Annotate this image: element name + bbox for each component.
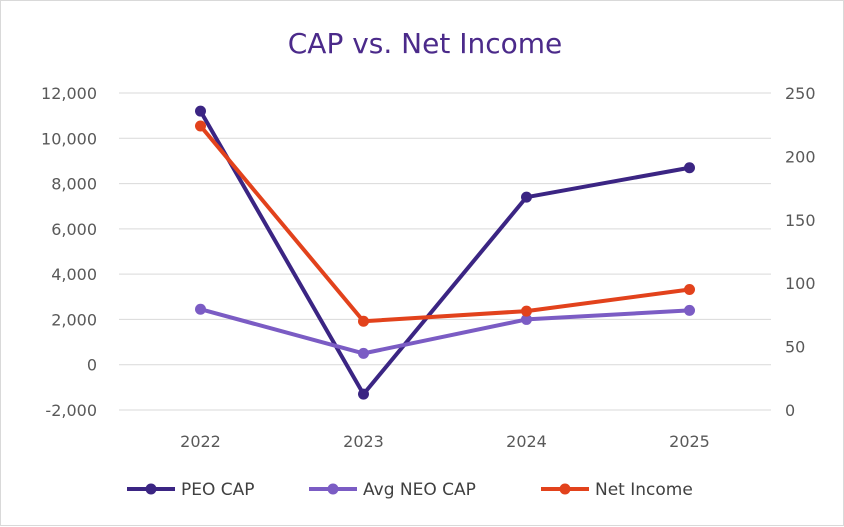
data-point-peo-cap bbox=[358, 388, 369, 400]
y-left-tick-label: 12,000 bbox=[41, 84, 97, 103]
x-axis: 2022 2023 2024 2025 bbox=[180, 432, 710, 451]
y-left-tick-label: 10,000 bbox=[41, 129, 97, 148]
data-point-avg-neo-cap bbox=[358, 347, 369, 359]
legend-swatch-marker bbox=[559, 483, 571, 495]
x-tick-label: 2024 bbox=[506, 432, 547, 451]
x-tick-label: 2022 bbox=[180, 432, 221, 451]
data-point-net-income bbox=[684, 284, 695, 296]
legend-swatch-marker bbox=[327, 483, 339, 495]
legend: PEO CAP Avg NEO CAP Net Income bbox=[127, 480, 693, 500]
chart-title: CAP vs. Net Income bbox=[288, 27, 563, 60]
data-point-peo-cap bbox=[521, 191, 532, 203]
data-point-net-income bbox=[521, 305, 532, 317]
data-point-avg-neo-cap bbox=[521, 313, 532, 325]
series-line-net-income bbox=[198, 124, 690, 324]
y-right-tick-label: 50 bbox=[785, 338, 805, 357]
data-point-net-income bbox=[358, 315, 369, 327]
data-point-peo-cap bbox=[684, 162, 695, 174]
series-line-avg-neo-cap bbox=[199, 307, 690, 356]
y-left-tick-label: 6,000 bbox=[51, 220, 97, 239]
gridlines bbox=[119, 92, 771, 411]
y-left-tick-label: 0 bbox=[87, 356, 97, 375]
legend-label: Avg NEO CAP bbox=[363, 480, 476, 500]
y-right-tick-label: 200 bbox=[785, 147, 816, 166]
legend-label: PEO CAP bbox=[181, 480, 255, 500]
y-left-tick-label: 2,000 bbox=[51, 310, 97, 329]
right-axis: 0 50 100 150 200 250 bbox=[785, 84, 816, 420]
series-line-peo-cap bbox=[198, 110, 690, 397]
y-right-tick-label: 100 bbox=[785, 274, 816, 293]
left-axis: -2,000 0 2,000 4,000 6,000 8,000 10,000 12,000 bbox=[41, 84, 97, 420]
y-left-tick-label: 8,000 bbox=[51, 175, 97, 194]
legend-label: Net Income bbox=[595, 480, 693, 500]
y-right-tick-label: 250 bbox=[785, 84, 816, 103]
y-left-tick-label: 4,000 bbox=[51, 265, 97, 284]
y-right-tick-label: 0 bbox=[785, 401, 795, 420]
series-layer bbox=[195, 105, 695, 400]
x-tick-label: 2023 bbox=[343, 432, 384, 451]
series-net-income bbox=[195, 120, 695, 327]
data-point-net-income bbox=[195, 120, 206, 132]
data-point-peo-cap bbox=[195, 105, 206, 117]
data-point-avg-neo-cap bbox=[195, 303, 206, 315]
data-point-avg-neo-cap bbox=[684, 304, 695, 316]
series-avg-neo-cap bbox=[195, 303, 695, 359]
y-right-tick-label: 150 bbox=[785, 211, 816, 230]
x-tick-label: 2025 bbox=[669, 432, 710, 451]
series-peo-cap bbox=[195, 105, 695, 400]
legend-swatch-marker bbox=[145, 483, 157, 495]
y-left-tick-label: -2,000 bbox=[45, 401, 97, 420]
